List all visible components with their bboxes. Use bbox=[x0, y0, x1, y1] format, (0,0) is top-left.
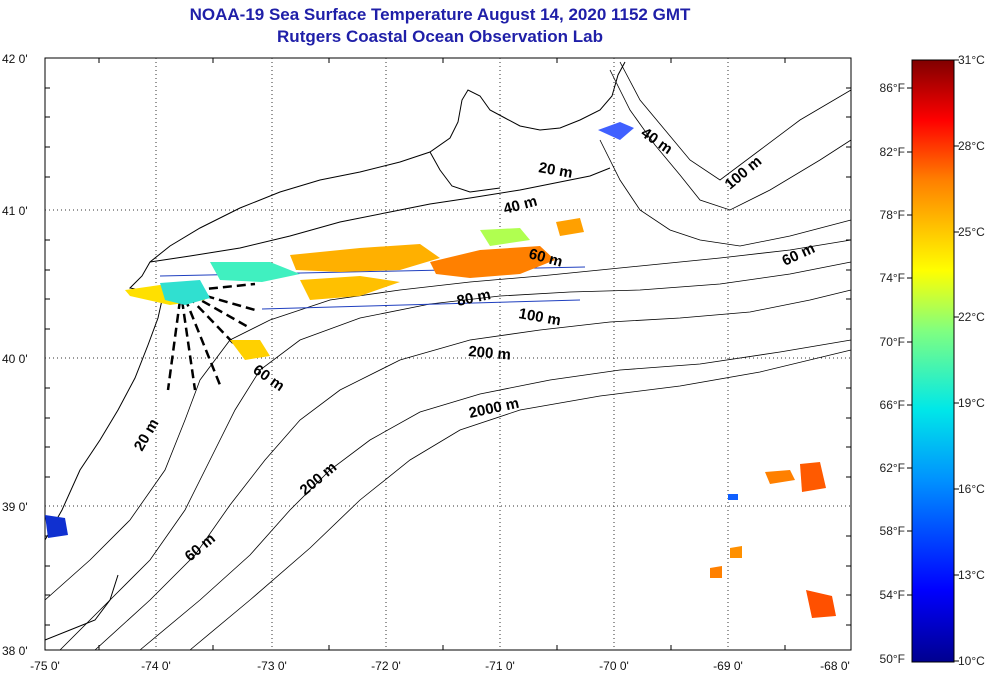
celsius-label: 22°C bbox=[958, 310, 985, 324]
celsius-label: 25°C bbox=[958, 225, 985, 239]
fahrenheit-label: 74°F bbox=[880, 271, 905, 285]
contour-label: 20 m bbox=[537, 159, 574, 182]
lat-label: 40 0' bbox=[2, 352, 28, 366]
celsius-label: 28°C bbox=[958, 139, 985, 153]
lon-label: -72 0' bbox=[371, 659, 401, 673]
colorbar bbox=[911, 59, 955, 663]
fahrenheit-label: 62°F bbox=[880, 461, 905, 475]
lon-label: -69 0' bbox=[713, 659, 743, 673]
celsius-label: 13°C bbox=[958, 568, 985, 582]
colorbar-ticks bbox=[907, 59, 959, 662]
celsius-label: 10°C bbox=[958, 654, 985, 668]
fahrenheit-label: 58°F bbox=[880, 524, 905, 538]
celsius-label: 16°C bbox=[958, 482, 985, 496]
fahrenheit-label: 82°F bbox=[880, 145, 905, 159]
fahrenheit-label: 78°F bbox=[880, 208, 905, 222]
lat-label: 38 0' bbox=[2, 644, 28, 658]
lon-label: -70 0' bbox=[599, 659, 629, 673]
lat-label: 39 0' bbox=[2, 500, 28, 514]
lon-label: -68 0' bbox=[820, 659, 850, 673]
map-subtitle: Rutgers Coastal Ocean Observation Lab bbox=[277, 27, 603, 46]
latitude-labels: 42 0' 41 0' 40 0' 39 0' 38 0' bbox=[2, 52, 28, 658]
celsius-label: 31°C bbox=[958, 53, 985, 67]
bathymetry-contours bbox=[44, 61, 852, 651]
fahrenheit-label: 66°F bbox=[880, 398, 905, 412]
lat-label: 42 0' bbox=[2, 52, 28, 66]
lat-label: 41 0' bbox=[2, 204, 28, 218]
fahrenheit-label: 86°F bbox=[880, 81, 905, 95]
fahrenheit-label: 54°F bbox=[880, 588, 905, 602]
longitude-labels: -75 0' -74 0' -73 0' -72 0' -71 0' -70 0… bbox=[30, 659, 850, 673]
lon-label: -71 0' bbox=[485, 659, 515, 673]
lon-label: -75 0' bbox=[30, 659, 60, 673]
map-title: NOAA-19 Sea Surface Temperature August 1… bbox=[189, 5, 691, 24]
coastline bbox=[44, 61, 626, 641]
lon-label: -74 0' bbox=[141, 659, 171, 673]
graticule bbox=[45, 58, 851, 650]
fahrenheit-label: 70°F bbox=[880, 335, 905, 349]
celsius-labels: 31°C 28°C 25°C 22°C 19°C 16°C 13°C 10°C bbox=[958, 53, 985, 668]
lon-label: -73 0' bbox=[257, 659, 287, 673]
celsius-label: 19°C bbox=[958, 396, 985, 410]
contour-label: 80 m bbox=[455, 286, 492, 310]
fahrenheit-labels: 86°F 82°F 78°F 74°F 70°F 66°F 62°F 58°F … bbox=[880, 81, 905, 666]
map-frame bbox=[44, 57, 852, 651]
frame-ticks bbox=[45, 58, 851, 650]
fahrenheit-label: 50°F bbox=[880, 652, 905, 666]
contour-label: 200 m bbox=[468, 343, 512, 364]
sst-patches bbox=[45, 122, 836, 618]
